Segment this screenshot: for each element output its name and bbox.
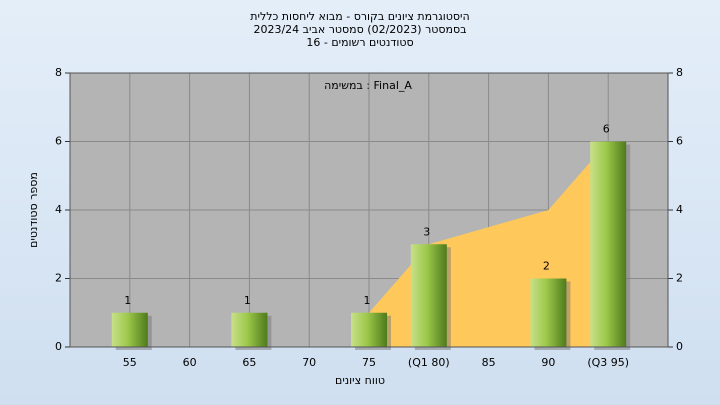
subtitle: בסמסטר (02/2023) סמסטר אביב 2023/24 [253, 23, 466, 36]
x-tick-label: 90 [541, 356, 555, 369]
plot-border [69, 72, 669, 348]
x-tick-label: 75 [362, 356, 376, 369]
bar [590, 141, 627, 347]
data-label: 1 [364, 294, 371, 307]
bar [231, 312, 268, 347]
x-tick-label: 70 [302, 356, 316, 369]
x-tick-label: 55 [123, 356, 137, 369]
x-tick-label: 65 [242, 356, 256, 369]
y-tick-label: 2 [676, 272, 683, 285]
x-axis-label: טווח ציונים [335, 374, 385, 387]
y-tick-label: 8 [676, 66, 683, 79]
bar [351, 312, 387, 347]
x-tick-label: 85 [482, 356, 496, 369]
y-tick-label: 2 [55, 272, 62, 285]
data-label: 1 [244, 294, 251, 307]
subtitle: סטודנטים רשומים - 16 [306, 36, 413, 49]
data-label: 2 [543, 260, 550, 273]
bar [410, 244, 447, 347]
data-label: 1 [124, 294, 131, 307]
y-tick-label: 0 [676, 340, 683, 353]
x-tick-label: 60 [183, 356, 197, 369]
y-tick-label: 4 [676, 203, 683, 216]
y-axis-label: מספר סטודנטים [27, 172, 40, 248]
x-tick-label: (Q1 80) [408, 356, 450, 369]
y-tick-label: 0 [55, 340, 62, 353]
y-tick-label: 6 [676, 135, 683, 148]
y-tick-label: 6 [55, 135, 62, 148]
bar [111, 312, 148, 347]
bar [530, 278, 567, 347]
annotation: במשימה : Final_A [324, 79, 412, 92]
data-label: 6 [603, 123, 610, 136]
y-tick-label: 4 [55, 203, 62, 216]
data-label: 3 [423, 225, 430, 238]
x-tick-label: (Q3 95) [587, 356, 629, 369]
chart-title: היסטוגרמת ציונים בקורס - מבוא ליחסות כלל… [250, 10, 469, 23]
y-tick-label: 8 [55, 66, 62, 79]
